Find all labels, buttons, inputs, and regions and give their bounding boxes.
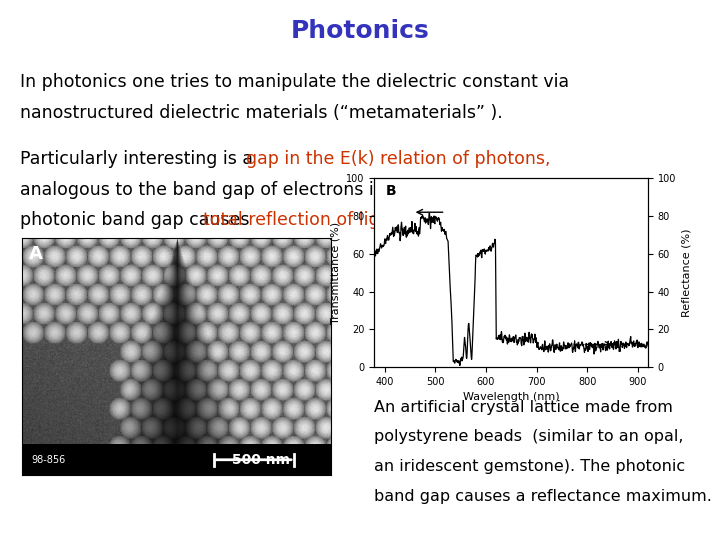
- Text: In photonics one tries to manipulate the dielectric constant via: In photonics one tries to manipulate the…: [20, 73, 570, 91]
- Bar: [22, 444, 331, 475]
- Text: an iridescent gemstone). The photonic: an iridescent gemstone). The photonic: [374, 459, 685, 474]
- Text: analogous to the band gap of electrons in a semiconductor. The: analogous to the band gap of electrons i…: [20, 180, 578, 199]
- Text: An artificial crystal lattice made from: An artificial crystal lattice made from: [374, 400, 673, 415]
- Text: B: B: [385, 184, 396, 198]
- Y-axis label: Reflectance (%): Reflectance (%): [682, 228, 692, 317]
- Text: nanostructured dielectric materials (“metamaterials” ).: nanostructured dielectric materials (“me…: [20, 104, 503, 122]
- Text: total reflection of light in all directions.: total reflection of light in all directi…: [202, 212, 541, 230]
- Text: —500 nm: —500 nm: [217, 453, 289, 467]
- Text: A: A: [30, 245, 43, 263]
- Text: band gap causes a reflectance maximum.: band gap causes a reflectance maximum.: [374, 489, 712, 504]
- Y-axis label: Transmittance (%): Transmittance (%): [330, 221, 341, 324]
- Text: gap in the E(k) relation of photons,: gap in the E(k) relation of photons,: [246, 150, 551, 168]
- Text: polystyrene beads  (similar to an opal,: polystyrene beads (similar to an opal,: [374, 429, 684, 444]
- Text: 98-856: 98-856: [31, 455, 65, 465]
- Text: Photonics: Photonics: [291, 19, 429, 43]
- Text: Particularly interesting is a: Particularly interesting is a: [20, 150, 264, 168]
- Text: photonic band gap causes: photonic band gap causes: [20, 212, 255, 230]
- X-axis label: Wavelength (nm): Wavelength (nm): [463, 393, 559, 402]
